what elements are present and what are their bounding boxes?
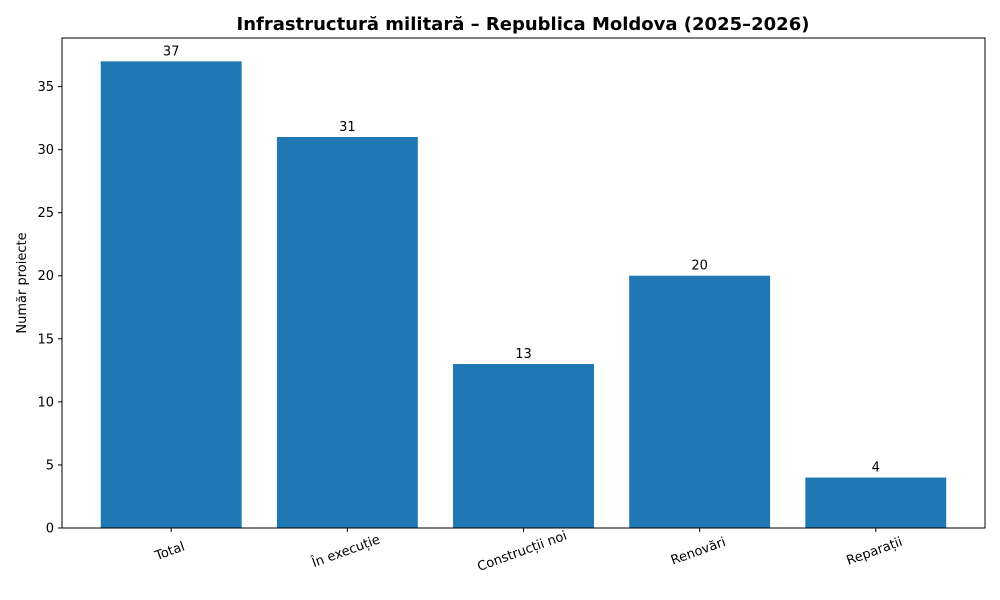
bar-3 bbox=[453, 364, 594, 528]
x-tick-label: Reparații bbox=[845, 535, 905, 569]
x-axis-ticks: Total În execuție Construcții noi Renovări R… bbox=[152, 528, 905, 575]
y-tick-label: 35 bbox=[37, 80, 54, 95]
bar-1 bbox=[100, 61, 242, 528]
x-tick-label: Construcții noi bbox=[476, 529, 570, 575]
y-tick-label: 20 bbox=[37, 269, 54, 284]
data-label-5: 4 bbox=[872, 461, 880, 476]
data-label-3: 13 bbox=[515, 347, 532, 362]
x-tick-label: În execuție bbox=[309, 532, 382, 572]
x-tick-label: Total bbox=[152, 539, 187, 564]
y-tick-label: 0 bbox=[46, 522, 54, 537]
plot-frame bbox=[61, 37, 986, 529]
data-label-2: 31 bbox=[339, 120, 356, 135]
y-axis-ticks: 0 5 10 15 20 25 30 35 bbox=[37, 80, 62, 537]
x-tick-label: Renovări bbox=[669, 535, 728, 569]
bar-2 bbox=[276, 137, 418, 528]
bar-5 bbox=[805, 477, 947, 528]
data-labels: 37 31 13 20 4 bbox=[163, 44, 880, 475]
bar-4 bbox=[629, 275, 771, 528]
y-tick-label: 15 bbox=[37, 332, 54, 347]
y-axis-label: Număr proiecte bbox=[15, 232, 30, 333]
data-label-4: 20 bbox=[691, 259, 708, 274]
y-tick-label: 10 bbox=[37, 395, 54, 410]
y-tick-label: 30 bbox=[37, 143, 54, 158]
bars bbox=[100, 61, 947, 528]
data-label-1: 37 bbox=[163, 44, 180, 59]
y-tick-label: 25 bbox=[37, 206, 54, 221]
chart-title: Infrastructură militară – Republica Mold… bbox=[237, 14, 810, 35]
y-tick-label: 5 bbox=[46, 458, 54, 473]
